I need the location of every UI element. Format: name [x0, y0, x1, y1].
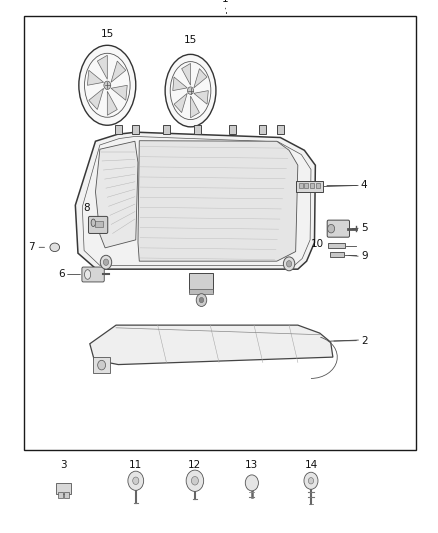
Polygon shape [138, 141, 298, 261]
Bar [64, 492, 69, 498]
Bar [115, 125, 122, 134]
Polygon shape [173, 77, 187, 91]
Polygon shape [194, 69, 207, 88]
Polygon shape [97, 55, 107, 79]
Text: 9: 9 [361, 252, 367, 261]
Ellipse shape [85, 270, 91, 279]
Text: 5: 5 [361, 223, 367, 233]
Bar [316, 183, 320, 188]
Bar [189, 273, 213, 292]
Bar [194, 125, 201, 134]
Circle shape [283, 257, 295, 271]
Circle shape [100, 255, 112, 269]
Bar [93, 357, 110, 373]
FancyBboxPatch shape [327, 220, 350, 237]
FancyBboxPatch shape [88, 216, 108, 233]
Text: 7: 7 [28, 243, 35, 252]
Bar [229, 125, 236, 134]
Polygon shape [89, 88, 104, 109]
Ellipse shape [165, 54, 216, 127]
Bar [95, 221, 103, 227]
Ellipse shape [50, 243, 60, 252]
Circle shape [186, 470, 204, 491]
Bar [56, 483, 71, 494]
Circle shape [199, 297, 204, 303]
Polygon shape [90, 325, 333, 365]
Circle shape [245, 475, 258, 491]
Circle shape [196, 294, 207, 306]
Text: 10: 10 [311, 239, 324, 248]
Text: 15: 15 [184, 35, 197, 45]
Circle shape [103, 259, 109, 265]
Bar [58, 492, 63, 498]
Bar [330, 252, 344, 257]
Circle shape [133, 477, 139, 484]
Ellipse shape [91, 219, 95, 227]
Text: 14: 14 [304, 460, 318, 470]
Bar [299, 183, 303, 188]
Circle shape [286, 261, 292, 267]
Polygon shape [111, 61, 126, 82]
Bar [132, 125, 139, 134]
Polygon shape [111, 85, 127, 100]
Bar [259, 125, 266, 134]
Bar [189, 289, 213, 294]
Circle shape [98, 360, 106, 370]
Text: 15: 15 [101, 29, 114, 39]
Text: 1: 1 [222, 0, 229, 4]
Text: 4: 4 [361, 181, 367, 190]
Circle shape [328, 224, 335, 233]
Text: 12: 12 [188, 460, 201, 470]
Polygon shape [107, 91, 117, 115]
Polygon shape [182, 63, 191, 85]
Circle shape [187, 87, 194, 94]
Text: 13: 13 [245, 460, 258, 470]
Polygon shape [87, 70, 104, 85]
Text: 2: 2 [361, 336, 367, 346]
Text: 8: 8 [83, 203, 90, 213]
Bar [296, 181, 323, 192]
Circle shape [308, 478, 314, 484]
Circle shape [104, 81, 111, 90]
Circle shape [191, 477, 198, 485]
Bar [328, 243, 345, 248]
Bar [163, 125, 170, 134]
Bar [310, 183, 314, 188]
Circle shape [304, 472, 318, 489]
Ellipse shape [79, 45, 136, 125]
Text: 6: 6 [58, 270, 64, 279]
Bar [24, 16, 416, 450]
FancyBboxPatch shape [82, 267, 104, 282]
Text: 11: 11 [129, 460, 142, 470]
Text: 3: 3 [60, 460, 67, 470]
Polygon shape [174, 93, 187, 112]
Polygon shape [75, 132, 315, 269]
Polygon shape [191, 96, 199, 118]
Polygon shape [95, 141, 138, 248]
Circle shape [128, 471, 144, 490]
Bar [304, 183, 308, 188]
Polygon shape [194, 91, 208, 104]
Bar [277, 125, 284, 134]
